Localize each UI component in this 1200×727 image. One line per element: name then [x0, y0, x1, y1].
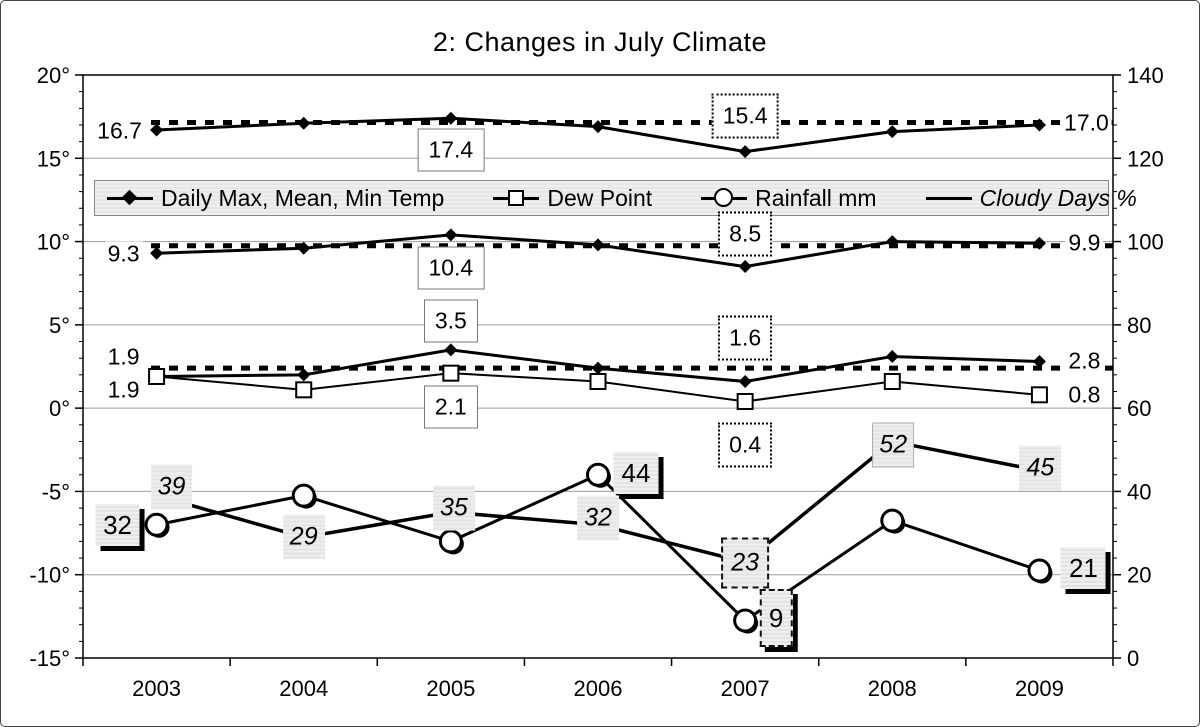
diamond-marker: [1032, 355, 1046, 369]
right-axis-tick-label: 140: [1127, 63, 1164, 88]
left-axis-tick-label: 5°: [49, 313, 70, 338]
legend-item: Daily Max, Mean, Min Temp: [107, 185, 444, 212]
diamond-marker: [1032, 236, 1046, 250]
diamond-marker: [885, 350, 899, 364]
legend-item: Cloudy Days %: [925, 184, 1137, 212]
circle-marker-icon: [701, 187, 748, 209]
circle-marker: [733, 608, 758, 633]
square-marker-icon: [493, 187, 540, 209]
square-marker: [1030, 386, 1048, 404]
diamond-marker: [297, 116, 311, 130]
diamond-marker: [297, 368, 311, 382]
diamond-marker: [885, 235, 899, 249]
square-marker: [442, 364, 460, 382]
right-axis-tick-label: 40: [1127, 479, 1151, 504]
square-marker: [295, 381, 313, 399]
right-axis-tick-label: 60: [1127, 396, 1151, 421]
right-axis-tick-label: 100: [1127, 230, 1164, 255]
square-marker: [736, 392, 754, 410]
diamond-marker: [591, 238, 605, 252]
square-marker: [148, 367, 166, 385]
left-axis-tick-label: -10°: [29, 563, 70, 588]
diamond-marker-icon: [107, 187, 153, 209]
right-axis-tick-label: 80: [1127, 313, 1151, 338]
diamond-marker: [444, 343, 458, 357]
diamond-marker: [1032, 118, 1046, 132]
diamond-marker: [738, 145, 752, 159]
x-axis-tick-label: 2008: [868, 676, 917, 701]
right-axis-tick-label: 0: [1127, 646, 1139, 671]
x-axis-tick-label: 2009: [1015, 676, 1064, 701]
left-axis-tick-label: 20°: [37, 63, 70, 88]
diamond-marker: [738, 260, 752, 274]
series-line-cloudy-days: [156, 439, 1040, 565]
diamond-marker: [297, 241, 311, 255]
series-line-rainfall-mm: [156, 472, 1040, 623]
circle-marker: [880, 508, 905, 533]
diamond-marker: [444, 111, 458, 125]
legend-item: Dew Point: [493, 185, 652, 212]
left-axis-tick-label: 15°: [37, 146, 70, 171]
legend-item-label: Rainfall mm: [755, 184, 877, 211]
line-marker-icon: [925, 187, 972, 209]
x-axis-tick-label: 2004: [279, 676, 328, 701]
legend-item-label: Daily Max, Mean, Min Temp: [161, 184, 445, 211]
plot-border: [82, 74, 1114, 659]
legend-item-label: Dew Point: [547, 184, 653, 211]
left-axis-tick-label: 10°: [37, 230, 70, 255]
diamond-marker: [444, 228, 458, 242]
legend-item-label: Cloudy Days %: [979, 184, 1137, 211]
right-axis-tick-label: 20: [1127, 563, 1151, 588]
circle-marker: [144, 512, 169, 537]
legend-item: Rainfall mm: [701, 184, 877, 212]
left-axis-tick-label: -15°: [29, 646, 70, 671]
diamond-marker: [885, 125, 899, 139]
legend: Daily Max, Mean, Min Temp Dew Point Rainfa…: [94, 180, 1137, 216]
circle-marker: [291, 483, 316, 508]
chart-title: 2: Changes in July Climate: [432, 27, 768, 57]
diamond-marker: [150, 246, 164, 260]
left-axis-tick-label: 0°: [49, 396, 70, 421]
circle-marker: [586, 462, 610, 487]
left-axis-tick-label: -5°: [42, 479, 70, 504]
diamond-marker: [591, 361, 605, 375]
x-axis-tick-label: 2003: [132, 676, 181, 701]
x-axis-tick-label: 2005: [426, 676, 475, 701]
square-marker: [589, 372, 607, 390]
square-marker: [883, 372, 901, 390]
x-axis-tick-label: 2007: [721, 676, 770, 701]
diamond-marker: [738, 374, 752, 388]
diamond-marker: [150, 123, 164, 137]
right-axis-tick-label: 120: [1127, 146, 1164, 171]
diamond-marker: [591, 120, 605, 134]
circle-marker: [438, 529, 463, 554]
x-axis-tick-label: 2006: [574, 676, 623, 701]
circle-marker: [1027, 558, 1052, 583]
